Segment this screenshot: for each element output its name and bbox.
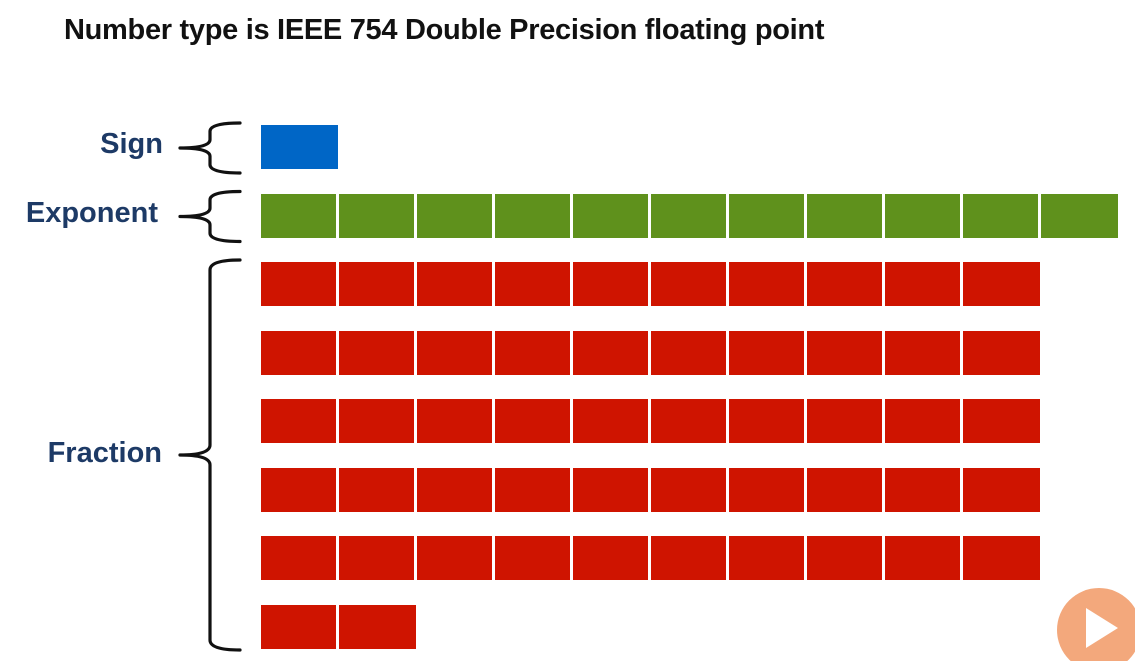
exponent-bit [261,194,338,238]
fraction-bit [651,399,728,443]
play-button[interactable] [1057,588,1135,661]
fraction-bit [339,536,416,580]
fraction-bit [729,536,806,580]
fraction-bit [963,536,1040,580]
fraction-bit [261,399,338,443]
fraction-bit [807,262,884,306]
fraction-bit [417,262,494,306]
fraction-bit [417,536,494,580]
fraction-bit [729,262,806,306]
fraction-bit [963,468,1040,512]
fraction-bit [885,399,962,443]
fraction-bit [885,468,962,512]
fraction-bit [495,331,572,375]
fraction-bit [573,399,650,443]
fraction-bit [495,399,572,443]
fraction-bit [885,262,962,306]
exponent-bit [573,194,650,238]
fraction-bit [651,536,728,580]
fraction-bit [885,331,962,375]
fraction-bit [261,262,338,306]
fraction-bit [339,262,416,306]
exponent-bit [1041,194,1118,238]
exponent-bit [495,194,572,238]
fraction-bit [573,536,650,580]
fraction-bit [963,262,1040,306]
fraction-bit [339,331,416,375]
fraction-bit [885,536,962,580]
fraction-bit [651,262,728,306]
sign-label: Sign [100,128,163,160]
exponent-bit [651,194,728,238]
fraction-bit [963,331,1040,375]
fraction-brace [178,258,242,652]
fraction-bit [729,399,806,443]
page-title: Number type is IEEE 754 Double Precision… [64,14,825,46]
fraction-bit [651,468,728,512]
fraction-bit [729,331,806,375]
sign-brace [178,121,242,175]
fraction-bit [495,468,572,512]
exponent-label: Exponent [25,197,158,229]
fraction-bit [495,262,572,306]
fraction-bit [729,468,806,512]
fraction-bit [261,468,338,512]
exponent-bit [729,194,806,238]
fraction-bit [807,331,884,375]
fraction-bit [417,331,494,375]
exponent-bit [417,194,494,238]
fraction-bit [573,331,650,375]
fraction-label: Fraction [47,437,162,469]
fraction-bit [417,399,494,443]
fraction-bit [495,536,572,580]
fraction-bit [339,399,416,443]
fraction-bit [807,536,884,580]
fraction-bit [573,468,650,512]
play-icon [1086,608,1118,648]
exponent-brace [178,189,242,244]
fraction-bit [261,536,338,580]
fraction-bit [339,605,416,649]
fraction-bit [651,331,728,375]
fraction-bit [807,468,884,512]
sign-bit [261,125,338,169]
fraction-bit [807,399,884,443]
exponent-bit [885,194,962,238]
fraction-bit [261,605,338,649]
fraction-bit [573,262,650,306]
exponent-bit [339,194,416,238]
exponent-bit [807,194,884,238]
fraction-bit [261,331,338,375]
fraction-bit [417,468,494,512]
fraction-bit [339,468,416,512]
fraction-bit [963,399,1040,443]
exponent-bit [963,194,1040,238]
